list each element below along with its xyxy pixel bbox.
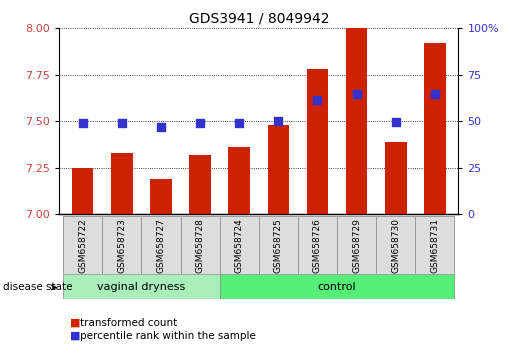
Text: GSM658725: GSM658725 [274, 218, 283, 273]
Bar [220, 274, 454, 299]
Text: GSM658728: GSM658728 [196, 218, 204, 273]
Text: GSM658731: GSM658731 [431, 218, 439, 273]
Title: GDS3941 / 8049942: GDS3941 / 8049942 [188, 12, 329, 26]
Text: GSM658726: GSM658726 [313, 218, 322, 273]
Text: control: control [318, 282, 356, 292]
Bar [346, 28, 367, 214]
Point [118, 120, 126, 126]
Text: percentile rank within the sample: percentile rank within the sample [80, 331, 256, 341]
Bar [307, 69, 328, 214]
Point [196, 120, 204, 126]
Text: transformed count: transformed count [80, 318, 177, 328]
Text: GSM658729: GSM658729 [352, 218, 361, 273]
Text: GSM658730: GSM658730 [391, 218, 400, 273]
Bar [111, 153, 132, 214]
Point [352, 91, 360, 97]
Text: disease state: disease state [3, 282, 72, 292]
Bar [150, 179, 171, 214]
Bar [337, 216, 376, 274]
Bar [259, 216, 298, 274]
Bar [181, 216, 220, 274]
Text: ■: ■ [70, 331, 80, 341]
Bar [298, 216, 337, 274]
Bar [229, 147, 250, 214]
Bar [376, 216, 415, 274]
Bar [102, 216, 142, 274]
Text: ■: ■ [70, 318, 80, 328]
Point [391, 119, 400, 125]
Point [157, 125, 165, 130]
Bar [424, 43, 445, 214]
Bar [190, 155, 211, 214]
Point [235, 120, 244, 126]
Bar [142, 216, 181, 274]
Bar [72, 168, 93, 214]
Text: GSM658722: GSM658722 [78, 218, 87, 273]
Point [313, 97, 321, 102]
Point [79, 120, 87, 125]
Bar [385, 142, 406, 214]
Text: vaginal dryness: vaginal dryness [97, 282, 185, 292]
Bar [63, 216, 102, 274]
Bar [415, 216, 454, 274]
Bar [220, 216, 259, 274]
Text: GSM658727: GSM658727 [157, 218, 165, 273]
Bar [268, 125, 289, 214]
Bar [63, 274, 220, 299]
Text: GSM658723: GSM658723 [117, 218, 126, 273]
Point [431, 91, 439, 97]
Point [274, 118, 282, 123]
Text: GSM658724: GSM658724 [235, 218, 244, 273]
